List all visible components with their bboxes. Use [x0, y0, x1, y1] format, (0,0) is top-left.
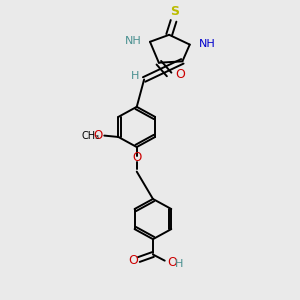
Text: O: O: [167, 256, 177, 269]
Text: NH: NH: [199, 39, 215, 49]
Text: O: O: [132, 151, 141, 164]
Text: CH₃: CH₃: [81, 130, 99, 141]
Text: O: O: [93, 129, 103, 142]
Text: O: O: [176, 68, 185, 81]
Text: H: H: [131, 71, 140, 81]
Text: O: O: [129, 254, 138, 267]
Text: NH: NH: [124, 36, 141, 46]
Text: S: S: [170, 5, 179, 18]
Text: H: H: [175, 259, 183, 269]
